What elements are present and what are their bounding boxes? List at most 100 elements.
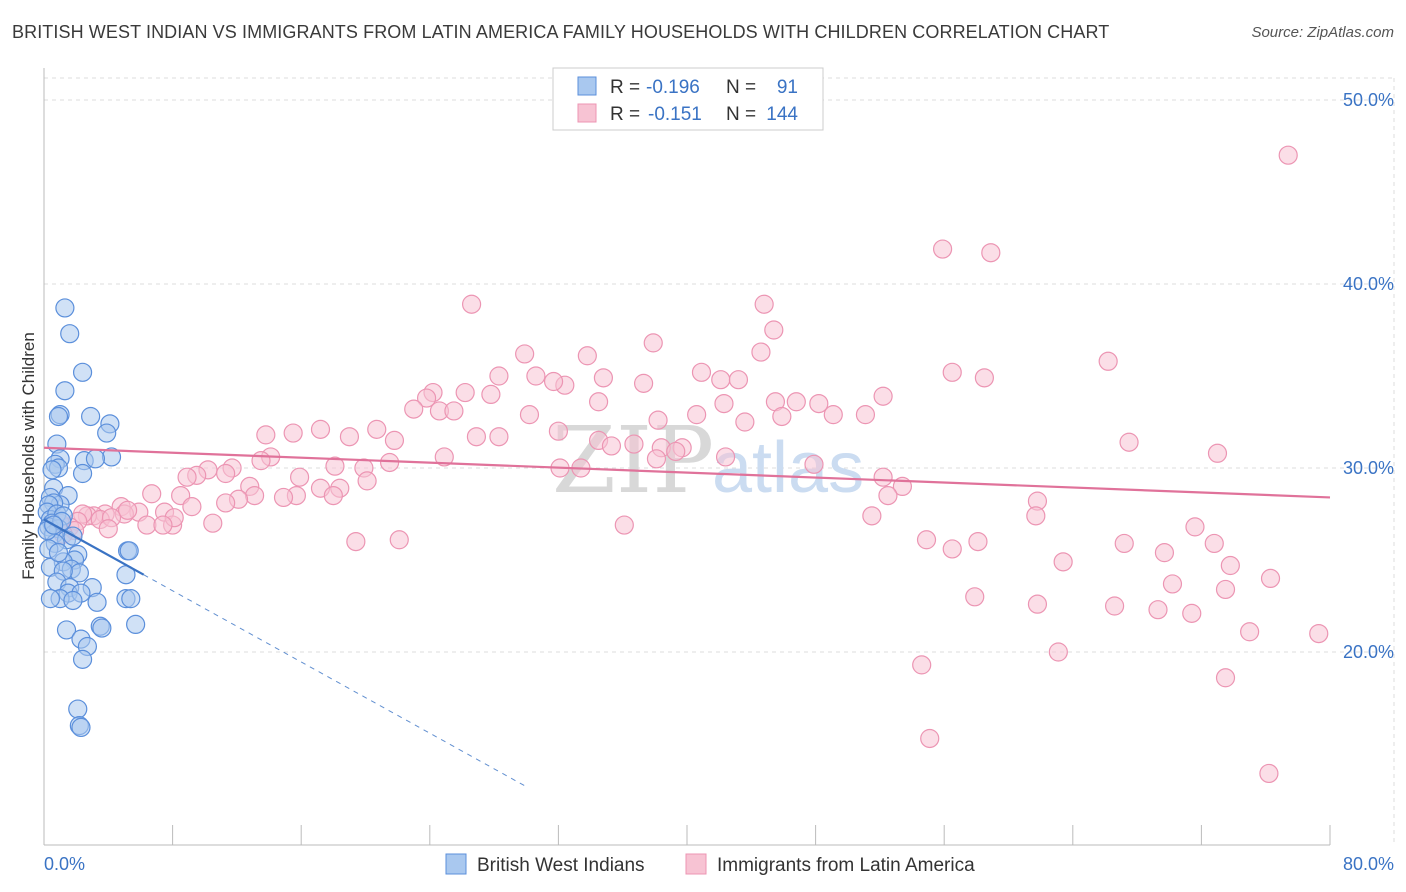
point-latin-america-120 <box>965 587 985 607</box>
point-british-west-indians-16 <box>42 460 62 480</box>
point-latin-america-108 <box>1185 517 1205 537</box>
point-latin-america-60 <box>380 452 400 473</box>
point-latin-america-39 <box>855 405 876 425</box>
point-latin-america-8 <box>577 346 597 366</box>
point-latin-america-44 <box>367 419 387 439</box>
series-immigrants-latin-america <box>50 145 1329 784</box>
y-tick-labels: 20.0% 30.0% 40.0% 50.0% <box>1343 90 1394 662</box>
legend-r-value-2: -0.151 <box>648 104 702 125</box>
point-latin-america-13 <box>489 366 509 386</box>
y-tick-label-30: 30.0% <box>1343 458 1394 478</box>
y-axis-title: Family Households with Children <box>19 332 38 580</box>
point-latin-america-115 <box>1154 543 1175 563</box>
point-british-west-indians-56 <box>126 614 146 635</box>
legend-r-label-1: R = <box>610 77 640 98</box>
point-latin-america-116 <box>1220 555 1240 576</box>
point-latin-america-121 <box>1027 594 1048 614</box>
trend-line-british-west-indians <box>43 518 145 576</box>
point-latin-america-25 <box>873 386 893 406</box>
point-british-west-indians-52 <box>63 590 83 611</box>
trend-lines <box>43 446 1331 788</box>
point-british-west-indians-6 <box>48 406 69 427</box>
point-latin-america-118 <box>1162 574 1183 594</box>
point-latin-america-111 <box>1114 533 1134 554</box>
point-latin-america-7 <box>515 344 535 364</box>
y-tick-label-40: 40.0% <box>1343 274 1394 294</box>
point-latin-america-38 <box>823 405 843 425</box>
bottom-legend-label-pink: Immigrants from Latin America <box>717 855 975 876</box>
point-latin-america-50 <box>384 430 405 450</box>
point-latin-america-17 <box>711 370 731 390</box>
bottom-legend-swatch-pink <box>685 853 707 875</box>
point-latin-america-105 <box>614 515 634 535</box>
point-latin-america-43 <box>310 419 331 439</box>
point-latin-america-130 <box>920 728 940 749</box>
point-latin-america-69 <box>216 463 236 484</box>
point-latin-america-61 <box>646 449 667 469</box>
point-latin-america-58 <box>434 447 454 467</box>
point-latin-america-32 <box>404 399 424 419</box>
x-tick-label-min: 0.0% <box>44 854 85 874</box>
point-latin-america-15 <box>593 368 614 388</box>
point-latin-america-62 <box>251 451 271 471</box>
point-british-west-indians-1 <box>60 324 80 344</box>
point-latin-america-73 <box>357 471 377 491</box>
point-latin-america-14 <box>526 366 546 386</box>
point-latin-america-127 <box>1048 642 1068 662</box>
point-british-west-indians-3 <box>55 381 75 401</box>
point-latin-america-66 <box>804 454 824 474</box>
point-latin-america-74 <box>177 467 197 487</box>
point-latin-america-5 <box>764 320 784 340</box>
point-latin-america-124 <box>1182 603 1202 623</box>
point-latin-america-86 <box>878 486 898 506</box>
point-latin-america-114 <box>1053 552 1073 572</box>
point-latin-america-10 <box>1098 351 1118 371</box>
point-latin-america-21 <box>543 371 564 392</box>
point-latin-america-49 <box>489 427 509 447</box>
point-latin-america-36 <box>687 405 707 425</box>
point-latin-america-34 <box>444 401 464 421</box>
point-british-west-indians-0 <box>55 298 75 318</box>
point-british-west-indians-37 <box>119 541 139 561</box>
point-british-west-indians-63 <box>68 699 88 719</box>
point-british-west-indians-17 <box>72 463 93 484</box>
trend-line-latin-america <box>43 446 1331 499</box>
point-latin-america-26 <box>416 388 437 408</box>
point-british-west-indians-65 <box>71 717 91 738</box>
point-latin-america-9 <box>751 342 771 362</box>
legend-swatch-blue <box>577 76 597 96</box>
point-british-west-indians-54 <box>121 589 141 609</box>
legend-n-value-1: 91 <box>777 77 798 98</box>
chart-title: BRITISH WEST INDIAN VS IMMIGRANTS FROM L… <box>12 22 1110 42</box>
trend-line-british-west-indians-extension <box>143 574 527 788</box>
point-latin-america-113 <box>942 539 962 559</box>
point-latin-america-29 <box>786 392 806 412</box>
point-latin-america-85 <box>216 493 236 513</box>
point-latin-america-83 <box>273 487 294 508</box>
point-british-west-indians-13 <box>85 449 106 469</box>
point-latin-america-143 <box>715 447 736 467</box>
point-latin-america-142 <box>666 441 686 462</box>
legend: R = -0.196 N = 91 R = -0.151 N = 144 <box>552 67 824 131</box>
point-latin-america-102 <box>137 515 157 535</box>
bottom-legend-label-blue: British West Indians <box>477 855 645 876</box>
point-latin-america-110 <box>968 531 988 552</box>
point-latin-america-81 <box>244 486 265 506</box>
point-latin-america-45 <box>283 423 303 443</box>
point-latin-america-126 <box>1309 623 1329 644</box>
point-latin-america-135 <box>153 515 173 535</box>
point-latin-america-31 <box>714 394 734 414</box>
y-tick-label-20: 20.0% <box>1343 642 1394 662</box>
legend-box <box>552 67 824 131</box>
point-latin-america-0 <box>1278 145 1298 165</box>
point-latin-america-67 <box>325 456 345 476</box>
point-latin-america-112 <box>1204 533 1224 554</box>
y-tick-label-50: 50.0% <box>1343 90 1394 110</box>
point-british-west-indians-2 <box>72 362 93 382</box>
point-latin-america-12 <box>691 362 712 382</box>
point-latin-america-138 <box>98 519 118 539</box>
point-latin-america-125 <box>1240 622 1260 642</box>
bottom-legend: British West Indians Immigrants from Lat… <box>445 853 975 876</box>
axes <box>43 68 1331 846</box>
